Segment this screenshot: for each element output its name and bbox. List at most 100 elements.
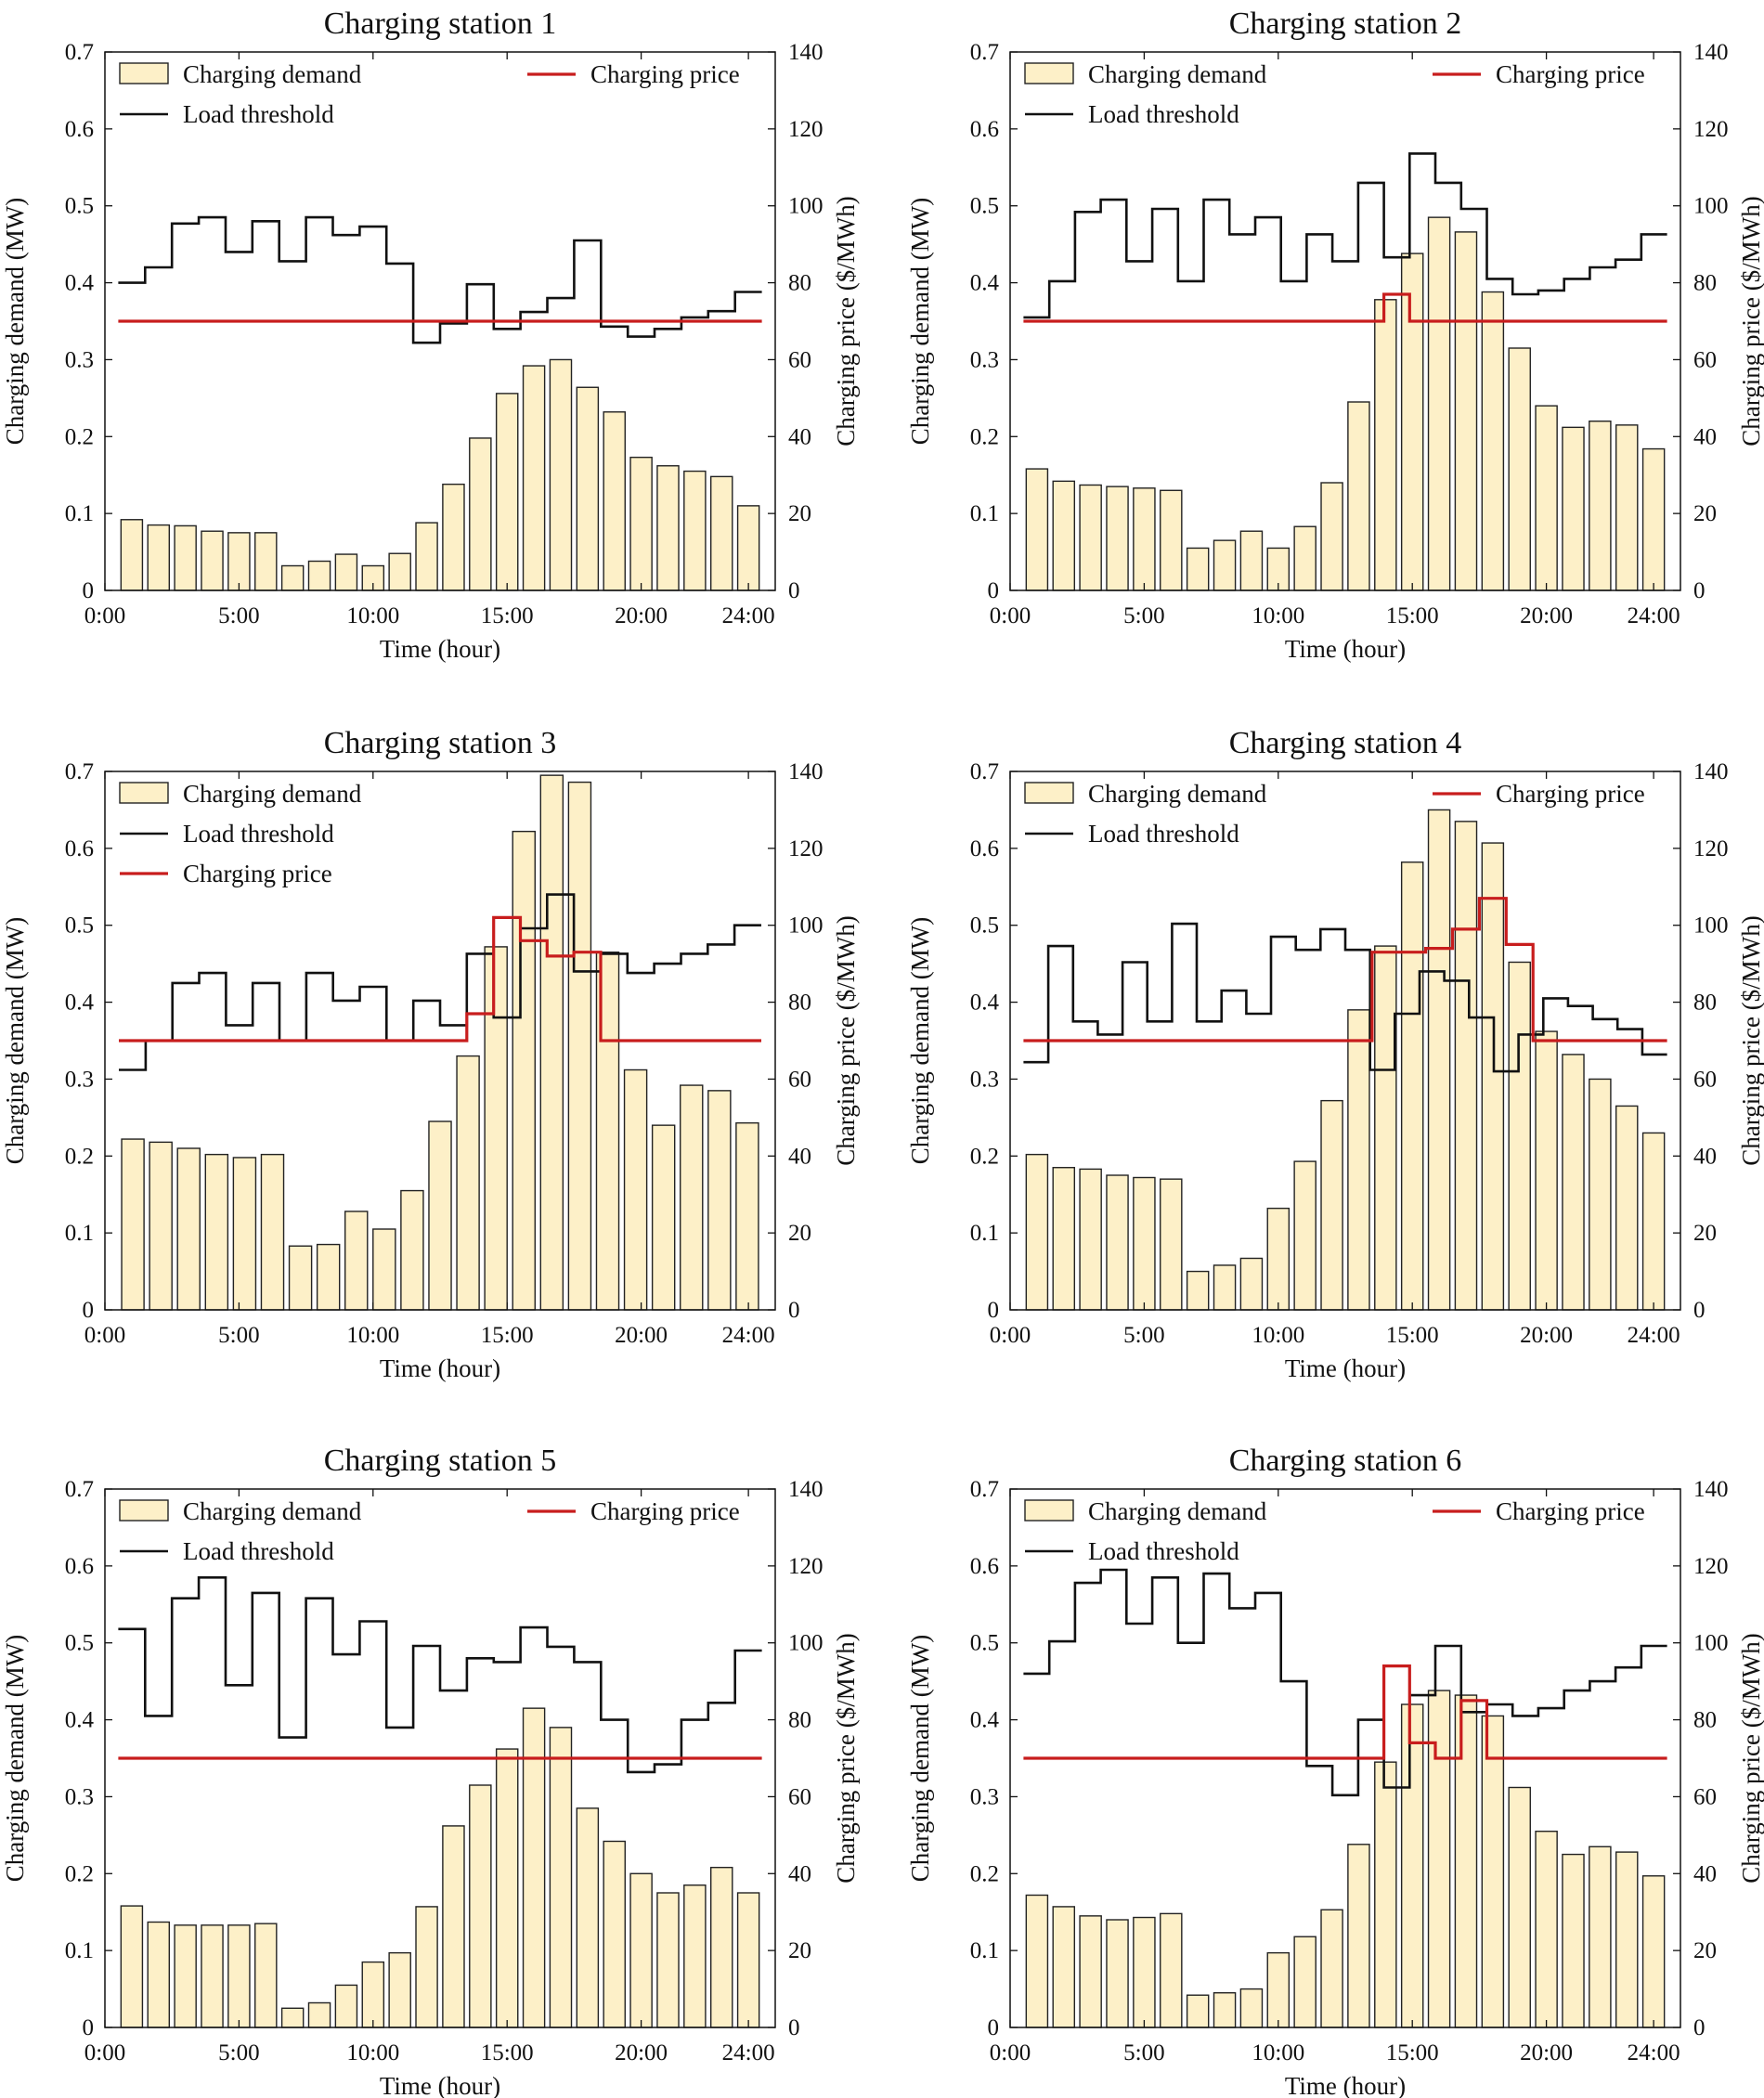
y2-tick-label: 40: [1693, 424, 1717, 449]
y-tick-label: 0.2: [970, 424, 999, 449]
legend-label: Charging demand: [183, 780, 362, 808]
demand-bar: [603, 1840, 626, 2028]
legend-label: Load threshold: [1088, 100, 1239, 128]
demand-bar: [388, 552, 411, 591]
y2-tick-label: 120: [788, 117, 824, 142]
demand-bar: [149, 1141, 173, 1311]
y2-tick-label: 80: [1693, 1708, 1717, 1733]
demand-bar: [415, 522, 438, 591]
y-tick-label: 0: [988, 2015, 1000, 2040]
y2-tick-label: 140: [788, 1477, 824, 1502]
demand-bar: [1562, 1853, 1585, 2028]
x-tick-label: 0:00: [84, 2040, 125, 2066]
demand-bar: [120, 519, 144, 591]
x-axis-label: Time (hour): [1285, 635, 1406, 663]
demand-bar: [1052, 1906, 1076, 2028]
demand-bar: [334, 1984, 358, 2028]
x-tick-label: 10:00: [346, 603, 399, 628]
demand-bar: [656, 465, 680, 591]
plot-frame: [104, 51, 776, 591]
x-tick-label: 10:00: [1252, 1323, 1304, 1348]
chart-title: Charging station 1: [324, 6, 557, 41]
demand-bar: [1052, 480, 1076, 591]
chart-title: Charging station 4: [1229, 726, 1462, 760]
y2-tick-label: 40: [788, 424, 811, 449]
y2-tick-label: 60: [1693, 1784, 1717, 1809]
x-tick-label: 20:00: [1520, 2040, 1573, 2066]
y2-tick-label: 80: [788, 1708, 811, 1733]
demand-bar: [1239, 530, 1264, 591]
demand-bar: [623, 1068, 648, 1311]
legend-swatch-demand: [119, 62, 169, 84]
x-axis-label: Time (hour): [380, 2072, 500, 2098]
demand-bar: [147, 1921, 171, 2028]
demand-bar: [736, 1892, 760, 2028]
chart-title: Charging station 3: [324, 726, 557, 760]
y-tick-label: 0.3: [970, 1067, 999, 1092]
demand-bar: [1347, 1009, 1370, 1311]
y-tick-label: 0.3: [65, 347, 94, 372]
demand-bar: [1347, 1844, 1370, 2028]
demand-bar: [316, 1243, 341, 1311]
demand-bar: [484, 946, 508, 1311]
demand-bar: [1454, 821, 1478, 1311]
y2-tick-label: 60: [788, 1067, 811, 1092]
demand-bar: [1320, 1909, 1343, 2028]
y2-tick-label: 100: [1693, 194, 1729, 219]
threshold-line: [1023, 152, 1667, 319]
demand-bar: [1266, 1951, 1291, 2028]
x-tick-label: 20:00: [1520, 603, 1573, 628]
demand-bar: [1025, 1153, 1049, 1311]
legend-label: Charging demand: [1088, 60, 1267, 88]
demand-bar: [1374, 299, 1397, 591]
demand-bar: [1454, 231, 1478, 591]
demand-bar: [1239, 1257, 1264, 1311]
demand-bar: [656, 1892, 680, 2028]
x-tick-label: 24:00: [722, 603, 775, 628]
y-tick-label: 0: [83, 1298, 95, 1323]
y-tick-label: 0.1: [65, 1938, 94, 1963]
y2-tick-label: 120: [788, 1554, 824, 1579]
price-line: [1023, 292, 1667, 323]
demand-bar: [683, 1884, 707, 2028]
demand-bar: [204, 1153, 229, 1311]
demand-bar: [1052, 1167, 1076, 1311]
y-tick-label: 0.5: [65, 194, 94, 219]
demand-bar: [388, 1951, 411, 2028]
demand-bar: [1160, 1178, 1183, 1311]
y-tick-label: 0.1: [65, 501, 94, 526]
y-tick-label: 0.6: [65, 1554, 94, 1579]
demand-bar: [1400, 861, 1424, 1311]
y-tick-label: 0.4: [970, 271, 1000, 296]
demand-bar: [1106, 486, 1129, 591]
y2-tick-label: 20: [1693, 1221, 1717, 1246]
x-tick-label: 20:00: [615, 1323, 668, 1348]
y2-axis-label: Charging price ($/MWh): [1737, 1633, 1764, 1883]
legend-label: Charging price: [183, 860, 332, 887]
y2-tick-label: 80: [788, 991, 811, 1016]
threshold-line: [118, 1576, 762, 1774]
y-tick-label: 0.4: [65, 991, 95, 1016]
x-tick-label: 10:00: [1252, 2040, 1304, 2066]
demand-bar: [288, 1245, 313, 1311]
demand-bar: [469, 1784, 492, 2028]
legend-label: Charging price: [590, 60, 740, 88]
y2-tick-label: 20: [788, 501, 811, 526]
demand-bar: [1079, 1168, 1102, 1311]
x-tick-label: 0:00: [990, 1323, 1031, 1348]
demand-bar: [1374, 945, 1397, 1311]
y-tick-label: 0.6: [65, 836, 94, 861]
plot-frame: [104, 1488, 776, 2028]
demand-bar: [1589, 1845, 1612, 2028]
y-tick-label: 0.5: [65, 913, 94, 939]
x-tick-label: 20:00: [615, 2040, 668, 2066]
y2-tick-label: 60: [788, 1784, 811, 1809]
legend-swatch-demand: [1024, 62, 1074, 84]
demand-bar: [1293, 525, 1317, 591]
demand-bar: [1481, 291, 1505, 591]
y-tick-label: 0.6: [970, 117, 999, 142]
y2-tick-label: 0: [788, 2015, 800, 2040]
demand-bar: [1508, 347, 1531, 591]
y-tick-label: 0.5: [970, 913, 999, 939]
